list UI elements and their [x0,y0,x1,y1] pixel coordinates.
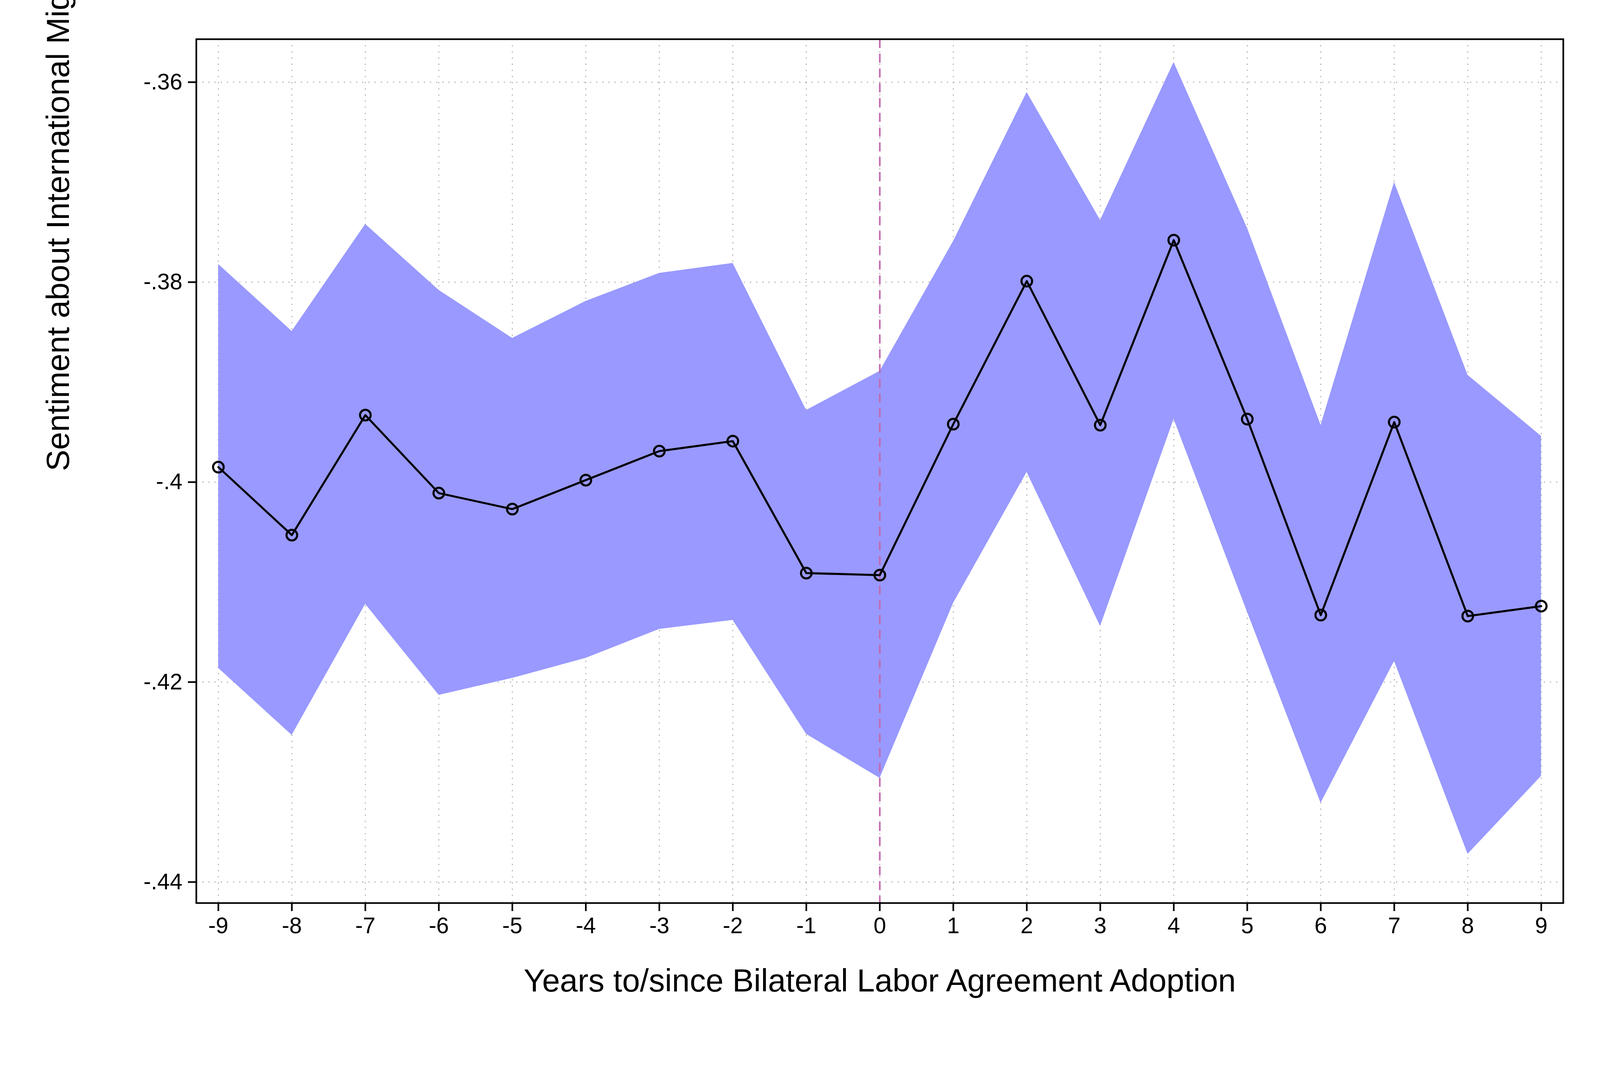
svg-text:Years to/since Bilateral Labor: Years to/since Bilateral Labor Agreement… [523,962,1237,999]
svg-text:-2: -2 [722,912,743,938]
svg-text:8: 8 [1461,912,1475,938]
svg-text:-.38: -.38 [143,268,183,295]
svg-text:9: 9 [1534,912,1548,938]
svg-text:-1: -1 [796,912,817,938]
svg-text:-4: -4 [575,912,596,938]
svg-text:-8: -8 [281,912,302,938]
svg-text:Sentiment about International: Sentiment about International Migration [39,0,76,471]
svg-text:-.4: -.4 [155,468,183,494]
svg-text:5: 5 [1241,912,1254,938]
svg-text:-7: -7 [355,912,376,938]
svg-text:2: 2 [1020,912,1034,938]
svg-text:-.36: -.36 [143,68,183,95]
svg-text:0: 0 [873,912,887,938]
svg-text:1: 1 [946,912,960,938]
svg-text:-.42: -.42 [143,668,183,695]
svg-text:-9: -9 [208,912,229,938]
svg-text:-.44: -.44 [143,868,183,894]
svg-text:3: 3 [1094,912,1107,938]
svg-text:7: 7 [1387,912,1401,938]
svg-text:-5: -5 [502,912,523,938]
svg-text:-3: -3 [649,912,670,938]
svg-text:4: 4 [1167,912,1181,938]
svg-text:-6: -6 [428,912,449,938]
svg-text:6: 6 [1314,912,1328,938]
